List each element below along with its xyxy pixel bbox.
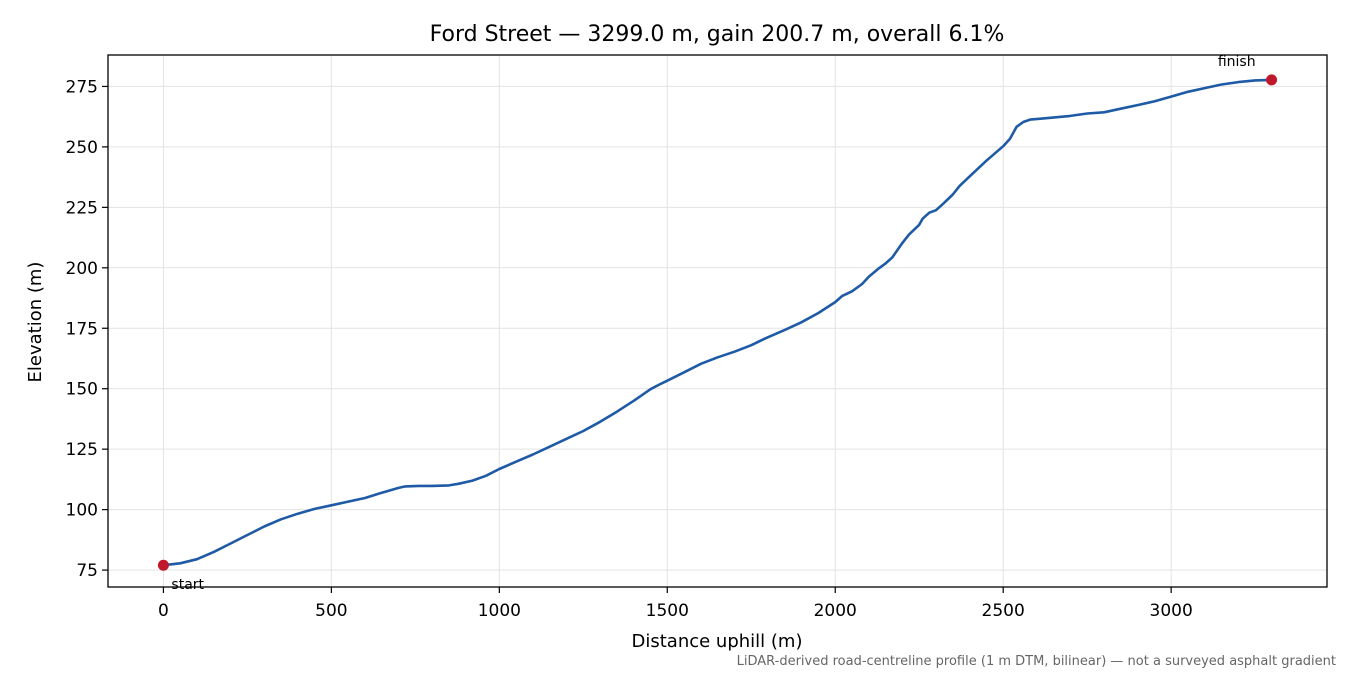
x-tick-label: 0 — [158, 601, 169, 621]
grid — [108, 55, 1327, 587]
y-tick-label: 75 — [76, 561, 98, 581]
plot-area-frame — [107, 54, 1328, 588]
y-tick-label: 175 — [66, 319, 98, 339]
start-label: start — [171, 577, 204, 593]
chart-title: Ford Street — 3299.0 m, gain 200.7 m, ov… — [430, 22, 1005, 47]
elevation-line — [162, 78, 1273, 567]
y-tick-label: 200 — [66, 259, 98, 279]
plot-markers: start finish — [157, 54, 1278, 593]
y-tick-label: 100 — [66, 501, 98, 521]
x-axis-ticks: 0 500 1000 1500 2000 2500 3000 — [158, 587, 1193, 621]
finish-marker — [1266, 74, 1278, 86]
start-marker — [157, 559, 169, 571]
x-tick-label: 1500 — [646, 601, 689, 621]
x-tick-label: 1000 — [478, 601, 521, 621]
y-tick-label: 125 — [66, 440, 98, 460]
x-tick-label: 500 — [315, 601, 347, 621]
y-tick-label: 225 — [66, 198, 98, 218]
x-tick-label: 2000 — [814, 601, 857, 621]
y-tick-label: 275 — [66, 77, 98, 97]
footnote: LiDAR-derived road-centreline profile (1… — [737, 654, 1336, 669]
finish-label: finish — [1218, 54, 1256, 70]
y-tick-label: 150 — [66, 380, 98, 400]
y-axis-title: Elevation (m) — [25, 262, 46, 383]
y-tick-label: 250 — [66, 138, 98, 158]
y-axis-ticks: 75 100 125 150 175 200 225 250 275 — [66, 77, 108, 581]
x-axis-title: Distance uphill (m) — [632, 631, 803, 652]
plot-lines — [162, 78, 1273, 567]
x-tick-label: 3000 — [1150, 601, 1193, 621]
x-tick-label: 2500 — [982, 601, 1025, 621]
